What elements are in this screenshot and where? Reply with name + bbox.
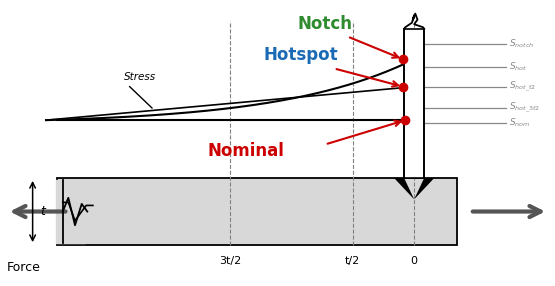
Text: $t$: $t$ [41, 205, 48, 218]
Text: 3t/2: 3t/2 [219, 256, 241, 266]
Text: Force: Force [7, 261, 41, 274]
Text: $S_{hot}$: $S_{hot}$ [509, 61, 527, 73]
Text: 0: 0 [411, 256, 418, 266]
Text: Hotspot: Hotspot [264, 46, 338, 64]
Text: $S_{nom}$: $S_{nom}$ [509, 117, 531, 130]
Text: Nominal: Nominal [208, 142, 285, 160]
Text: $S_{hot\_t2}$: $S_{hot\_t2}$ [509, 80, 536, 94]
Text: $S_{notch}$: $S_{notch}$ [509, 38, 534, 50]
Text: Notch: Notch [297, 15, 352, 33]
Bar [57, 178, 457, 245]
Polygon shape [394, 178, 414, 199]
Text: t/2: t/2 [345, 256, 360, 266]
Text: Stress: Stress [124, 72, 156, 82]
Text: $S_{hot\_3t2}$: $S_{hot\_3t2}$ [509, 101, 540, 115]
Polygon shape [414, 178, 434, 199]
Bar [404, 29, 424, 178]
